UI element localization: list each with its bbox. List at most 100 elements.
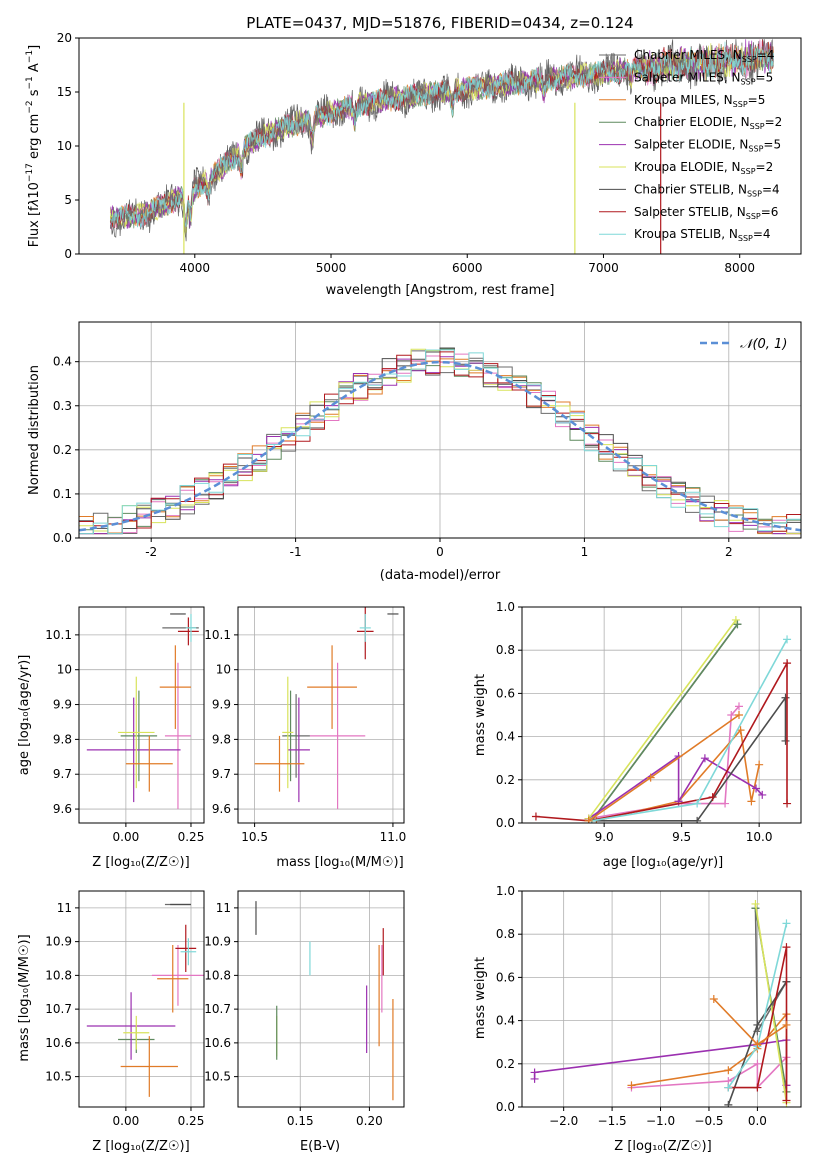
spectrum-line-7 <box>110 39 774 229</box>
mass-vs-Z-xtick-label: 0.25 <box>178 1114 205 1128</box>
massweight-vs-Z-xtick-label: −1.0 <box>646 1114 675 1128</box>
massweight-vs-Z-frame <box>521 890 802 1108</box>
age-vs-mass-xtick-label: 10.5 <box>241 830 268 844</box>
weight-line <box>591 639 788 822</box>
weight-marker <box>782 919 791 928</box>
weight-marker <box>733 620 742 629</box>
massweight-vs-Z-ylabel: mass weight <box>473 957 488 1039</box>
histogram-ytick-label: 0.4 <box>53 355 72 369</box>
age-vs-Z-xtick-label: 0.25 <box>178 830 205 844</box>
spectrum-ytick-label: 10 <box>57 139 72 153</box>
mass-vs-Z-panel: 0.00 0.25 10.5 10.6 10.7 10.8 10.9 11 <box>45 890 205 1128</box>
spectrum-xtick-label: 8000 <box>724 261 755 275</box>
weight-line <box>591 695 787 822</box>
weight-marker <box>758 790 767 799</box>
age-vs-mass-xtick-label: 11.0 <box>380 830 407 844</box>
spectrum-line-0 <box>109 38 774 238</box>
age-vs-Z-xlabel: Z [log₁₀(Z/Z☉)] <box>92 855 189 870</box>
histogram-ytick-label: 0.0 <box>53 531 72 545</box>
legend-label: Kroupa STELIB, NSSP=4 <box>634 227 771 243</box>
weight-line <box>535 660 788 822</box>
weight-marker <box>783 659 792 668</box>
spectrum-line-8 <box>110 41 774 228</box>
weight-marker <box>735 711 743 719</box>
age-vs-mass-ytick-label: 10 <box>216 663 231 677</box>
massweight-vs-Z-ytick-label: 0.8 <box>496 927 515 941</box>
massweight-vs-age-ytick-label: 0.6 <box>496 686 515 700</box>
age-vs-mass-frame <box>237 606 405 824</box>
weight-marker <box>646 773 655 782</box>
spectrum-panel: 4000 5000 6000 7000 8000 0 5 10 15 20 wavelength … <box>25 31 802 298</box>
weight-line <box>588 754 763 820</box>
massweight-vs-Z-ytick-label: 1.0 <box>496 884 515 898</box>
weight-marker <box>627 1081 636 1090</box>
histogram-xtick-label: -2 <box>145 545 157 559</box>
spectrum-legend: Chabrier MILES, NSSP=4 Salpeter MILES, NS… <box>599 48 782 243</box>
massweight-vs-age-frame <box>521 606 802 824</box>
weight-marker <box>782 1020 791 1029</box>
spectrum-xlabel: wavelength [Angstrom, rest frame] <box>326 283 555 298</box>
histogram-xtick-label: 2 <box>725 545 733 559</box>
mass-vs-Z-ytick-label: 10.6 <box>45 1036 72 1050</box>
massweight-vs-age-ytick-label: 0.4 <box>496 730 515 744</box>
age-vs-Z-ytick-label: 10 <box>57 663 72 677</box>
histogram-series-8 <box>79 349 801 535</box>
weight-marker <box>735 702 743 711</box>
massweight-vs-age-xtick-label: 9.5 <box>672 830 691 844</box>
massweight-vs-Z-xtick-label: 0.0 <box>748 1114 767 1128</box>
spectrum-ytick-label: 5 <box>64 193 72 207</box>
age-vs-Z-ytick-label: 10.1 <box>45 628 72 642</box>
spectrum-ytick-label: 20 <box>57 31 72 45</box>
weight-line <box>591 623 739 822</box>
mass-vs-EBV-xlabel: E(B-V) <box>300 1139 340 1154</box>
spectrum-xtick-label: 6000 <box>452 261 483 275</box>
weight-marker <box>693 816 702 823</box>
legend-label: Chabrier ELODIE, NSSP=2 <box>634 115 782 131</box>
weight-marker <box>709 995 718 1003</box>
histogram-ylabel: Normed distribution <box>27 365 42 495</box>
mass-vs-Z-ytick-label: 10.5 <box>45 1070 72 1084</box>
histogram-series-7 <box>79 351 801 534</box>
massweight-vs-Z-xtick-label: −1.5 <box>598 1114 627 1128</box>
age-vs-mass-xlabel: mass [log₁₀(M/M☉)] <box>276 855 403 870</box>
weight-marker <box>531 812 540 821</box>
mass-vs-Z-xlabel: Z [log₁₀(Z/Z☉)] <box>92 1139 189 1154</box>
legend-label: Salpeter ELODIE, NSSP=5 <box>634 138 781 154</box>
age-vs-Z-frame <box>78 606 205 824</box>
weight-marker <box>724 1066 733 1075</box>
massweight-vs-Z-ytick-label: 0.2 <box>496 1057 515 1071</box>
massweight-vs-age-panel: 9.0 9.5 10.0 0.0 0.2 0.4 0.6 0.8 1.0 <box>496 600 802 844</box>
histogram-xtick-label: -1 <box>290 545 302 559</box>
weight-marker <box>782 943 791 952</box>
age-vs-Z-xtick-label: 0.00 <box>113 830 140 844</box>
legend-label: Kroupa MILES, NSSP=5 <box>634 93 765 109</box>
massweight-vs-Z-xlabel: Z [log₁₀(Z/Z☉)] <box>614 1139 711 1154</box>
massweight-vs-Z-ytick-label: 0.4 <box>496 1014 515 1028</box>
weight-marker <box>782 1096 791 1105</box>
spectrum-xtick-label: 4000 <box>180 261 211 275</box>
weight-marker <box>727 711 736 719</box>
weight-marker <box>783 799 792 808</box>
age-vs-Z-ylabel: age [log₁₀(age/yr)] <box>17 655 32 776</box>
spectrum-xtick-label: 5000 <box>316 261 347 275</box>
normal-legend: 𝒩(0, 1) <box>700 337 787 352</box>
age-vs-Z-ytick-label: 9.8 <box>53 732 72 746</box>
massweight-vs-age-ytick-label: 0.2 <box>496 773 515 787</box>
weight-line <box>587 619 737 820</box>
legend-label: Chabrier MILES, NSSP=4 <box>634 48 774 64</box>
legend-label: Kroupa ELODIE, NSSP=2 <box>634 160 773 176</box>
spectrum-ytick-label: 15 <box>57 85 72 99</box>
histogram-ytick-label: 0.3 <box>53 399 72 413</box>
weight-marker <box>751 899 760 908</box>
age-vs-mass-ytick-label: 9.7 <box>212 767 231 781</box>
weight-marker <box>747 797 756 806</box>
weight-marker <box>724 1083 733 1092</box>
legend-label: Chabrier STELIB, NSSP=4 <box>634 182 780 198</box>
massweight-vs-Z-ytick-label: 0.6 <box>496 970 515 984</box>
mass-vs-Z-frame <box>78 890 205 1108</box>
massweight-vs-Z-xtick-label: −2.0 <box>549 1114 578 1128</box>
mass-vs-EBV-ytick-label: 10.8 <box>204 968 231 982</box>
age-vs-mass-ytick-label: 9.6 <box>212 802 231 816</box>
spectrum-xtick-label: 7000 <box>588 261 619 275</box>
mass-vs-Z-ylabel: mass [log₁₀(M/M☉)] <box>17 934 32 1061</box>
